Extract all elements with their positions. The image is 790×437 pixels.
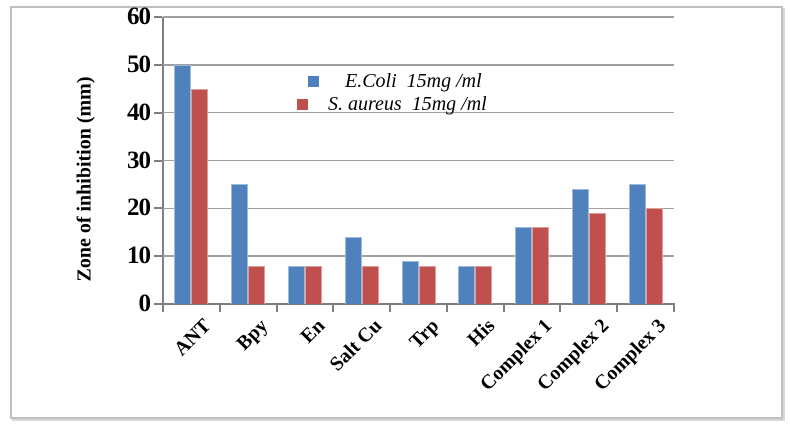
bar — [588, 213, 606, 304]
y-tick-label: 20 — [127, 194, 151, 222]
figure-border: Zone of inhibition (mm) E.Coli 15mg /ml S… — [10, 3, 783, 419]
bar — [532, 227, 550, 304]
gridline — [163, 159, 674, 162]
bar — [418, 265, 436, 304]
legend-item: E.Coli 15mg /ml — [297, 70, 487, 93]
legend-item: S. aureus 15mg /ml — [297, 93, 487, 116]
bar — [475, 265, 493, 304]
legend-label: E.Coli 15mg /ml — [345, 70, 482, 92]
x-axis-tick — [673, 305, 675, 312]
gridline — [163, 64, 674, 66]
bar — [231, 184, 249, 304]
legend-label: S. aureus 15mg /ml — [328, 93, 487, 115]
gridline — [163, 255, 674, 257]
bar — [628, 184, 646, 304]
x-axis-tick — [218, 305, 221, 312]
x-category-label: Complex 3 — [589, 314, 670, 396]
y-axis-tick — [154, 63, 162, 66]
gridline — [163, 207, 674, 210]
y-axis-tick — [154, 207, 162, 210]
bar — [458, 265, 476, 304]
bar — [515, 227, 533, 304]
bar — [645, 208, 663, 304]
gridline — [163, 16, 674, 18]
bar — [174, 64, 192, 304]
bar — [304, 265, 322, 304]
x-axis-tick — [332, 305, 335, 312]
plot-area — [154, 16, 675, 312]
x-axis-tick — [275, 305, 278, 312]
y-axis-tick — [154, 16, 162, 18]
bar — [248, 265, 266, 304]
y-tick-label: 30 — [127, 146, 151, 174]
x-axis-line — [162, 303, 675, 305]
legend-swatch — [308, 76, 319, 87]
x-axis-tick — [502, 305, 505, 312]
x-category-label: Complex 2 — [532, 314, 614, 396]
x-category-label: En — [296, 314, 330, 348]
bar — [344, 237, 362, 304]
y-tick-label: 50 — [127, 50, 151, 78]
legend-swatch — [297, 99, 308, 110]
y-axis-tick — [154, 255, 162, 258]
bar — [361, 265, 379, 304]
gridline — [163, 111, 674, 114]
x-axis-tick — [389, 305, 392, 312]
bar — [401, 260, 419, 304]
x-axis-tick — [559, 305, 562, 312]
y-axis-tick — [154, 303, 162, 305]
y-tick-label: 60 — [127, 3, 151, 30]
y-axis-tick — [154, 111, 162, 114]
x-axis-tick — [445, 305, 448, 312]
legend: E.Coli 15mg /ml S. aureus 15mg /ml — [297, 70, 487, 116]
x-category-label: Salt Cu — [325, 314, 386, 376]
y-tick-label: 10 — [127, 242, 151, 270]
y-tick-label: 0 — [138, 290, 152, 317]
y-tick-label: 40 — [127, 98, 151, 126]
bar — [191, 88, 209, 304]
y-axis-title: Zone of inhibition (mm) — [73, 76, 96, 282]
bar — [571, 189, 589, 304]
x-axis-tick — [162, 305, 164, 312]
bar — [287, 265, 305, 304]
x-axis-tick — [616, 305, 619, 312]
y-axis-tick — [154, 159, 162, 162]
